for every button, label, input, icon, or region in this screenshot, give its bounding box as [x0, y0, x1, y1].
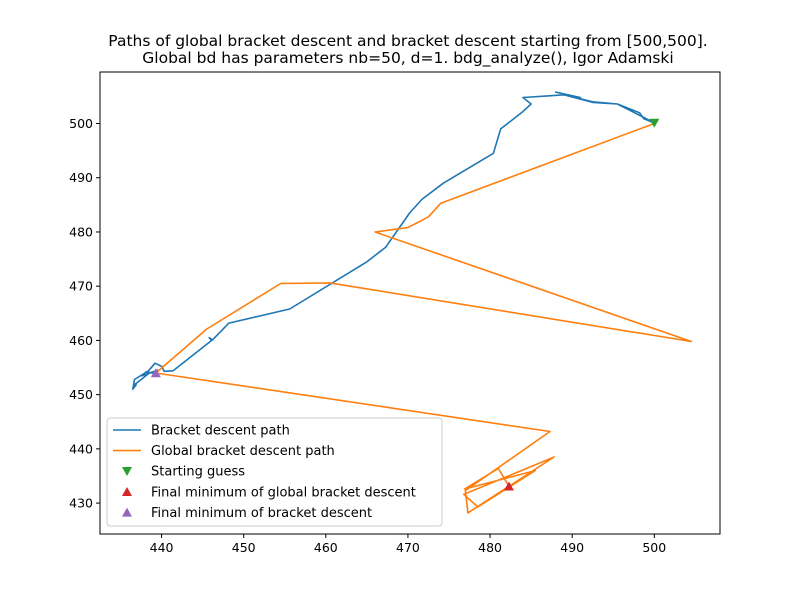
legend-label: Final minimum of global bracket descent: [151, 485, 416, 500]
x-tick-label: 450: [232, 540, 256, 555]
legend-box: [106, 417, 443, 527]
y-tick-label: 490: [69, 170, 93, 185]
x-tick-label: 480: [478, 540, 502, 555]
legend-label: Starting guess: [151, 465, 245, 480]
legend: Bracket descent path Global bracket desce…: [106, 417, 443, 527]
legend-label: Global bracket descent path: [151, 444, 335, 459]
chart-title-line-1: Paths of global bracket descent and brac…: [108, 32, 707, 50]
x-tick-label: 490: [560, 540, 584, 555]
plot-frame: [99, 71, 721, 535]
legend-swatch-marker: [122, 487, 132, 497]
y-tick-label: 460: [69, 333, 93, 348]
y-tick-label: 500: [69, 116, 93, 131]
marker-point-4: [150, 368, 161, 378]
x-tick-label: 440: [150, 540, 174, 555]
marker-point-3: [503, 481, 514, 491]
y-tick-label: 470: [69, 279, 93, 294]
legend-swatch-marker: [122, 466, 132, 476]
legend-label: Final minimum of bracket descent: [151, 506, 372, 521]
y-axis-ticks: 430 440 450 460 470 480 490 500: [69, 116, 100, 511]
x-tick-label: 500: [642, 540, 666, 555]
x-tick-label: 470: [396, 540, 420, 555]
y-tick-label: 440: [69, 441, 93, 456]
series-line-1: [155, 122, 693, 514]
y-tick-label: 430: [69, 496, 93, 511]
marker-point-2: [649, 118, 660, 128]
y-tick-label: 450: [69, 387, 93, 402]
plot-series: [132, 91, 693, 514]
chart-title-line-2: Global bd has parameters nb=50, d=1. bdg…: [142, 49, 673, 68]
x-tick-label: 460: [314, 540, 338, 555]
series-line-0: [132, 91, 656, 391]
y-tick-label: 480: [69, 224, 93, 239]
legend-label: Bracket descent path: [151, 424, 290, 439]
legend-swatch-marker: [122, 507, 132, 517]
x-axis-ticks: 440 450 460 470 480 490 500: [150, 534, 666, 555]
